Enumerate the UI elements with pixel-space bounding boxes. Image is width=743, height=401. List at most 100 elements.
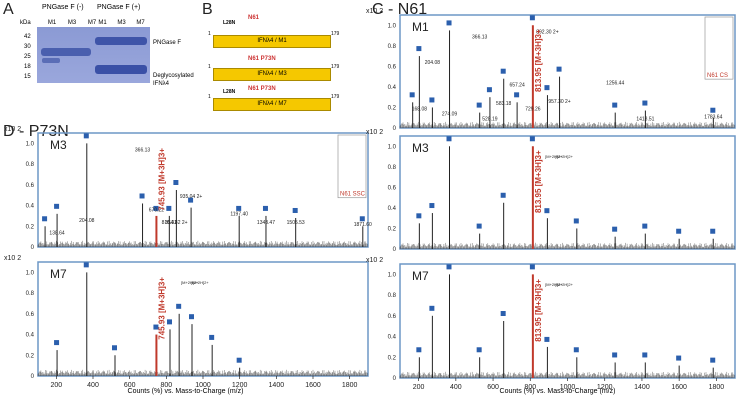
peak-label: 957.30 2+: [548, 99, 570, 105]
glycan-square-icon: [153, 205, 159, 211]
noise-trace: [399, 371, 735, 378]
lane-label: M7: [87, 20, 97, 26]
x-tick-label: 400: [450, 384, 462, 391]
x-tick-label: 200: [413, 384, 425, 391]
glycan-square-icon: [189, 314, 194, 320]
y-tick-label: 1.0: [26, 141, 35, 147]
marker: 18: [24, 64, 31, 70]
plot-title: M3: [50, 138, 67, 152]
glycan-square-icon: [42, 216, 48, 222]
noise-trace: [399, 121, 735, 128]
glycan-square-icon: [262, 205, 268, 211]
y-tick-label: 0.8: [26, 291, 35, 297]
glycan-square-icon: [500, 192, 506, 198]
peak-label: 1418.51: [636, 117, 654, 123]
glycan-square-icon: [544, 208, 550, 214]
charge-annotation: [M+2H]2+: [545, 154, 563, 159]
lane-label: M3: [117, 20, 126, 26]
plot-frame: [37, 132, 369, 248]
glycan-square-icon: [173, 180, 179, 185]
glycan-square-icon: [642, 223, 648, 229]
plot-frame: [399, 135, 736, 250]
legend-box: [704, 16, 734, 80]
glycan-square-icon: [529, 15, 535, 21]
plot-title: M1: [412, 20, 429, 34]
glycan-square-icon: [409, 92, 415, 98]
glycan-square-icon: [446, 264, 452, 270]
construct-diagram: L28N N61 IFNλ4 / M1 N61 P73N IFNλ4 / M3 …: [208, 15, 353, 113]
glycan-square-icon: [514, 92, 520, 98]
glycan-square-icon: [359, 216, 365, 222]
construct-bar: IFNλ4 / M1: [213, 35, 331, 48]
plot-title: M7: [50, 267, 67, 281]
panel-b-label: B: [202, 1, 213, 18]
y-tick-label: 0.4: [26, 333, 35, 339]
y-tick-label: 0: [31, 245, 35, 251]
gel-image: [37, 27, 150, 83]
y-scale-label: x10 2: [366, 8, 383, 15]
y-tick-label: 0.6: [26, 183, 35, 189]
glycan-square-icon: [54, 203, 60, 209]
glycan-square-icon: [446, 20, 452, 26]
glycan-square-icon: [83, 133, 89, 139]
glycan-square-icon: [500, 311, 506, 316]
precursor-annotation: 813.95 [M+3H]3+: [534, 150, 543, 213]
y-tick-label: 0.2: [26, 353, 35, 359]
y-tick-label: 1.0: [388, 23, 397, 29]
y-tick-label: 0.2: [388, 226, 397, 232]
glycan-square-icon: [612, 102, 618, 108]
lanes-plus: M1 M3 M7: [93, 20, 150, 26]
charge-annotation: [M+2H]2+: [181, 280, 199, 285]
y-tick-label: 0.8: [388, 165, 397, 171]
x-tick-label: 800: [524, 384, 536, 391]
band-degly-label: Deglycosylated IFNλ4: [153, 73, 194, 87]
noise-trace: [399, 242, 735, 249]
glycan-square-icon: [429, 305, 435, 311]
x-tick-label: 1800: [342, 382, 358, 389]
y-scale-label: x10 2: [366, 257, 383, 264]
x-tick-label: 1600: [305, 382, 321, 389]
glycan-square-icon: [710, 357, 716, 363]
glycan-square-icon: [486, 87, 492, 93]
glycan-square-icon: [83, 262, 89, 268]
x-tick-label: 400: [87, 382, 99, 389]
peak-label: 816.31: [162, 220, 178, 226]
noise-trace: [37, 369, 368, 376]
l28-label: L28N: [223, 89, 236, 95]
y-tick-label: 0.2: [388, 105, 397, 111]
glycan-square-icon: [236, 357, 242, 363]
precursor-annotation: 745.93 [M+3H]3+: [157, 148, 166, 211]
end-label: 179: [331, 94, 340, 100]
peak-label: 1197.40: [230, 212, 248, 218]
x-tick-label: 1200: [232, 382, 248, 389]
marker: 42: [24, 34, 31, 40]
glycan-square-icon: [573, 347, 579, 353]
y-tick-label: 0.2: [26, 224, 35, 230]
charge-annotation: [M+2H]2+: [555, 282, 573, 287]
glycan-square-icon: [188, 197, 194, 203]
y-tick-label: 0.6: [388, 64, 397, 70]
glycan-square-icon: [676, 355, 682, 361]
plot-title: M7: [412, 269, 429, 283]
glycan-square-icon: [176, 303, 182, 309]
glycan-square-icon: [139, 193, 145, 199]
mw-markers: 42 30 25 18 15: [24, 32, 31, 82]
panel-c-label: C - N61: [372, 1, 428, 18]
x-tick-label: 1600: [671, 384, 687, 391]
y-tick-label: 0.4: [388, 335, 397, 341]
legend-box: [337, 134, 367, 199]
peak-label: 528.19: [482, 117, 498, 123]
site-label: N61 P73N: [248, 56, 276, 62]
glycan-square-icon: [153, 324, 159, 330]
x-tick-label: 1400: [634, 384, 650, 391]
noise-trace: [37, 240, 368, 247]
peak-label: 1783.64: [704, 115, 722, 121]
legend-text: N61 CS: [707, 73, 728, 79]
glycan-square-icon: [54, 340, 60, 346]
charge-annotation: [M+2H]2+: [545, 282, 563, 287]
lane-label: M3: [67, 20, 77, 26]
x-tick-label: 600: [124, 382, 136, 389]
y-tick-label: 1.0: [388, 144, 397, 150]
glycan-square-icon: [544, 336, 550, 342]
